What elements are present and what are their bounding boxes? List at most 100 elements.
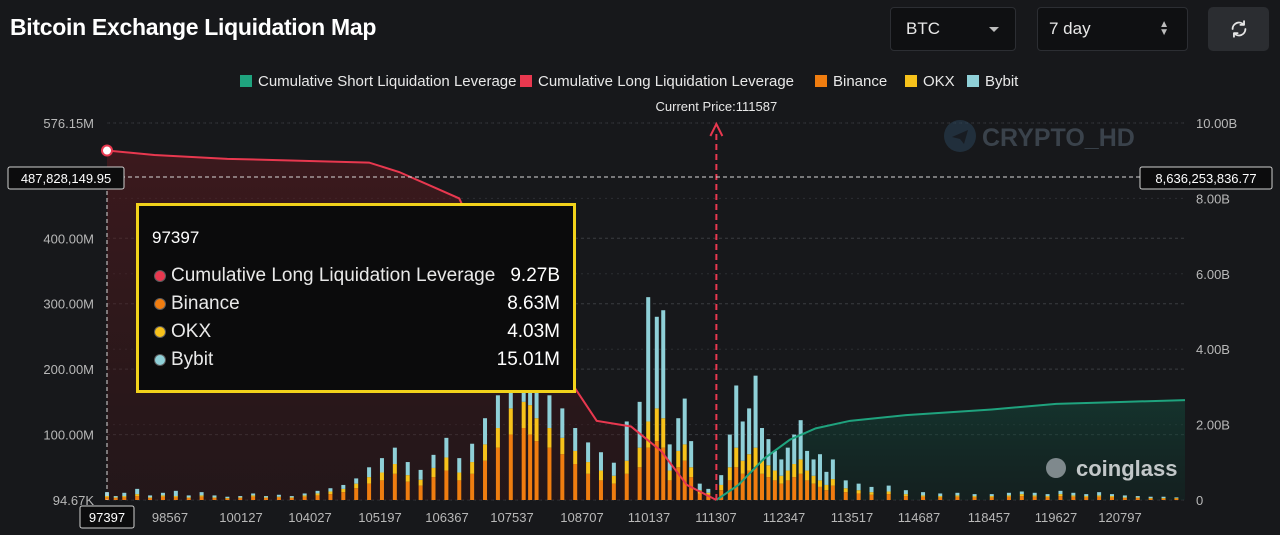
bar-binance (586, 473, 591, 500)
bar-okx (341, 488, 346, 493)
x-tick-label: 98567 (152, 510, 188, 525)
bar-binance (646, 447, 651, 500)
bar-bybit (573, 428, 578, 451)
tooltip-label: Bybit (171, 349, 214, 370)
bar-binance (1058, 496, 1063, 500)
bar-binance (1109, 497, 1114, 500)
bar-binance (805, 480, 810, 500)
bar-binance (1071, 496, 1076, 500)
bar-bybit (727, 434, 732, 468)
bar-binance (418, 485, 423, 500)
bar-bybit (785, 447, 790, 471)
bar-okx (637, 447, 642, 468)
bar-bybit (921, 492, 926, 496)
bar-binance (830, 485, 835, 500)
bar-bybit (766, 439, 771, 466)
bar-binance (264, 498, 269, 500)
bar-okx (276, 496, 281, 498)
bar-bybit (1058, 490, 1063, 495)
bar-binance (367, 483, 372, 500)
bar-binance (289, 498, 294, 500)
bar-okx (1045, 496, 1050, 498)
crosshair-right-box (1139, 166, 1273, 190)
bar-binance (1135, 498, 1140, 500)
x-tick-label: 112347 (763, 510, 805, 525)
coin-select-value: BTC (906, 19, 940, 38)
x-crosshair-box (79, 505, 135, 529)
bar-okx (405, 475, 410, 482)
bar-okx (760, 460, 765, 474)
bar-bybit (734, 385, 739, 448)
bar-bybit (989, 494, 994, 497)
bar-binance (135, 496, 140, 500)
legend-swatch (967, 75, 979, 87)
bar-binance (740, 473, 745, 500)
y-left-tick-label: 100.00M (43, 428, 94, 443)
bar-binance (354, 488, 359, 500)
range-select[interactable]: 7 day ▲ ▼ (1037, 7, 1188, 51)
bar-okx (1161, 498, 1166, 499)
bar-binance (392, 473, 397, 500)
bar-okx (573, 450, 578, 465)
tooltip-value: 4.03M (507, 321, 560, 342)
bar-binance (654, 441, 659, 500)
bar-okx (354, 483, 359, 489)
bar-binance (1019, 496, 1024, 500)
bar-okx (654, 408, 659, 442)
bar-okx (1071, 495, 1076, 497)
bar-okx (1084, 496, 1089, 498)
bar-okx (719, 484, 724, 491)
tooltip-row: OKX 4.03M (152, 318, 560, 346)
bar-bybit (792, 434, 797, 465)
bar-okx (689, 467, 694, 478)
x-tick-label: 120797 (1098, 510, 1141, 525)
bar-okx (135, 494, 140, 497)
x-tick-label: 107537 (490, 510, 533, 525)
y-left-tick-label: 94.67K (53, 493, 95, 508)
bar-bybit (405, 462, 410, 476)
bar-okx (302, 495, 307, 497)
tooltip-value: 8.63M (507, 293, 560, 314)
bar-binance (856, 493, 861, 500)
current-price-arrow (709, 121, 724, 137)
bar-okx (747, 454, 752, 471)
bar-binance (697, 493, 702, 500)
bar-okx (528, 405, 533, 435)
coinglass-watermark: coinglass (1076, 456, 1177, 481)
bar-okx (676, 450, 681, 468)
bar-bybit (805, 450, 810, 471)
coin-select[interactable]: BTC (890, 7, 1016, 51)
bar-okx (560, 437, 565, 455)
bar-okx (772, 470, 777, 481)
bar-bybit (719, 475, 724, 485)
y-right-tick-label: 4.00B (1196, 342, 1230, 357)
bar-binance (199, 496, 204, 500)
bar-binance (1174, 498, 1179, 500)
bar-okx (972, 496, 977, 498)
bar-binance (682, 460, 687, 500)
bar-binance (470, 473, 475, 500)
bar-okx (1148, 498, 1153, 499)
legend-swatch (520, 75, 532, 87)
bar-bybit (328, 488, 333, 492)
bar-binance (547, 447, 552, 500)
bar-bybit (1084, 494, 1089, 497)
bar-bybit (869, 486, 874, 493)
bar-okx (740, 460, 745, 474)
bar-bybit (676, 418, 681, 451)
bar-okx (483, 444, 488, 461)
y-left-tick-label: 576.15M (43, 116, 94, 131)
bar-bybit (276, 494, 281, 497)
bar-binance (869, 494, 874, 500)
bar-bybit (817, 454, 822, 481)
bar-binance (122, 497, 127, 500)
bar-okx (1122, 497, 1127, 499)
y-right-tick-label: 0 (1196, 493, 1203, 508)
bar-bybit (779, 459, 784, 476)
page-title: Bitcoin Exchange Liquidation Map (10, 14, 377, 40)
bar-okx (1032, 495, 1037, 497)
bar-okx (856, 490, 861, 494)
refresh-button[interactable] (1208, 7, 1269, 51)
bar-okx (1109, 496, 1114, 498)
tooltip-row: Cumulative Long Liquidation Leverage 9.27… (152, 262, 560, 290)
